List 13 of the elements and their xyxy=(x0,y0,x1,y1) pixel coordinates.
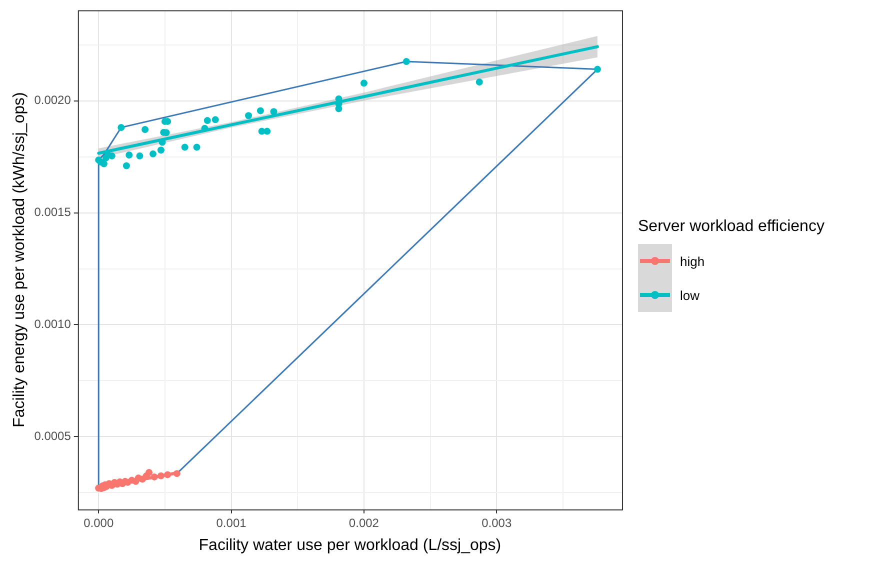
x-tick-label: 0.003 xyxy=(482,516,512,530)
y-tick-label: 0.0015 xyxy=(34,205,72,220)
y-axis-title: Facility energy use per workload (kWh/ssj_ops) xyxy=(11,92,28,428)
y-tick-label: 0.0010 xyxy=(34,317,72,332)
y-tick-label: 0.0020 xyxy=(34,93,72,108)
legend-title: Server workload efficiency xyxy=(638,218,824,236)
legend-label: low xyxy=(680,288,700,302)
x-tick-label: 0.001 xyxy=(216,516,247,530)
legend-label: high xyxy=(680,254,705,268)
x-tick-label: 0.002 xyxy=(348,516,380,530)
x-axis-title: Facility water use per workload (L/ssj_ops) xyxy=(198,536,502,554)
x-tick-label: 0.000 xyxy=(84,516,114,530)
y-tick-label: 0.0005 xyxy=(34,428,72,443)
